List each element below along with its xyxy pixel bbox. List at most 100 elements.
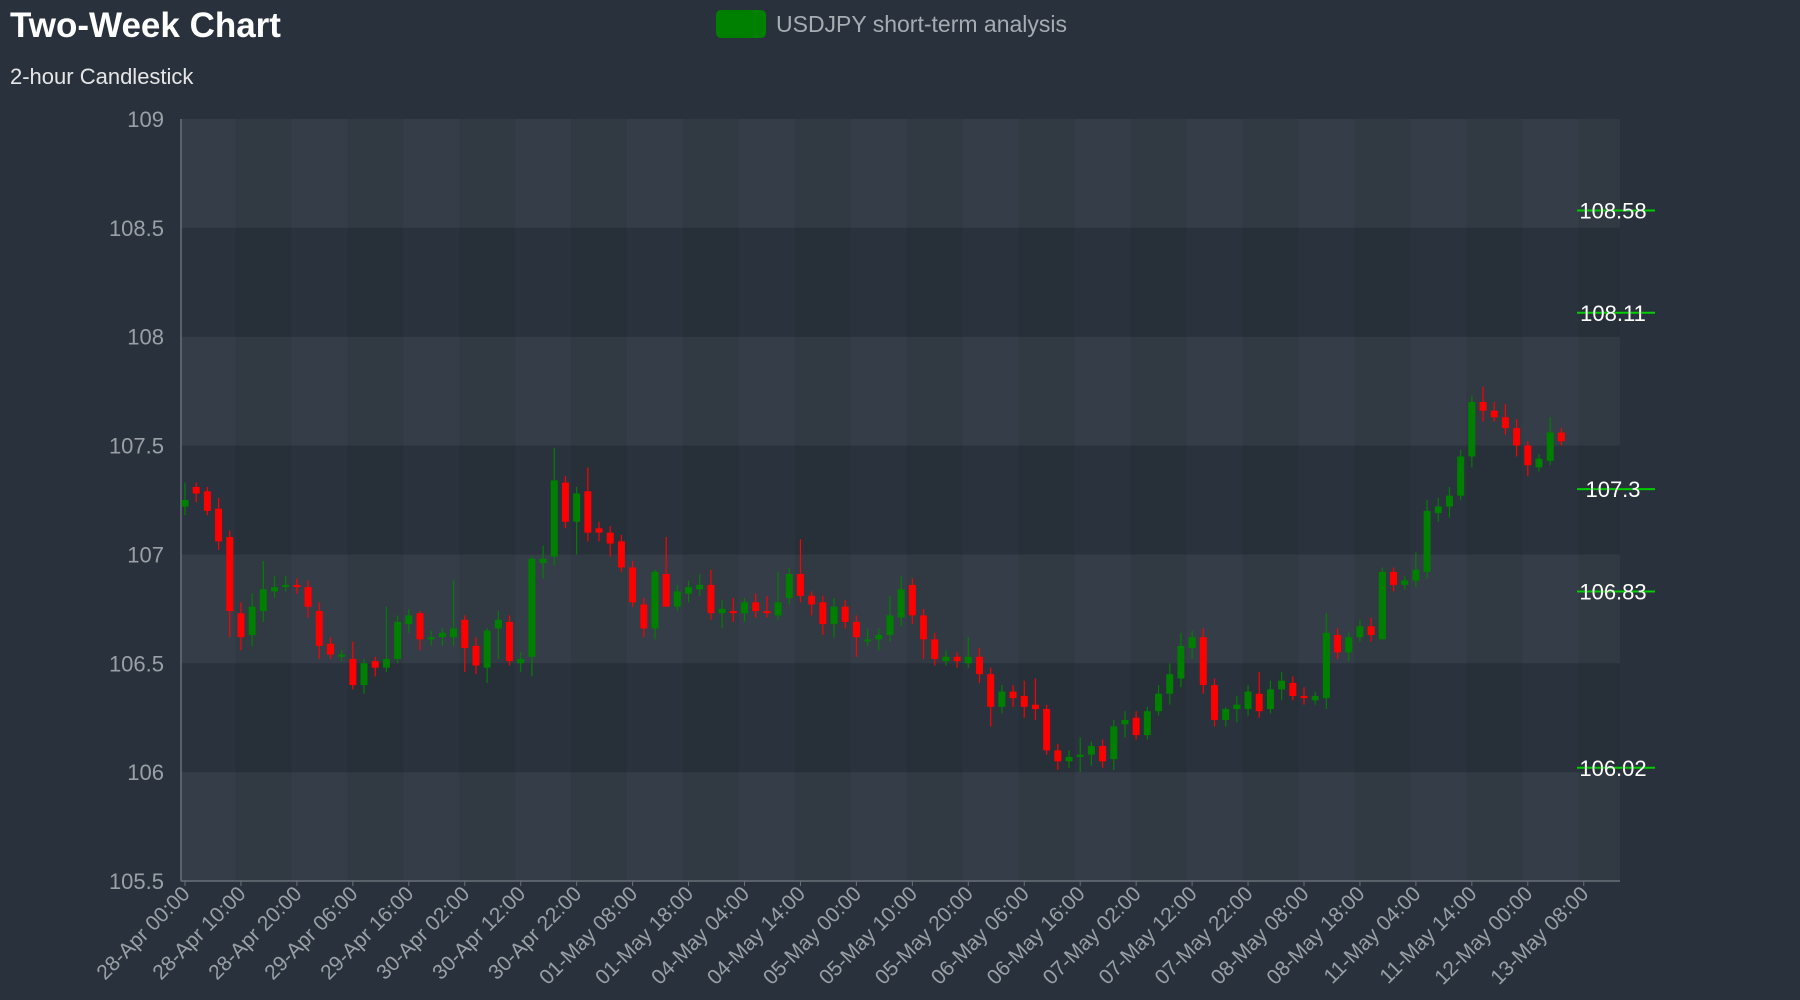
candle-body [696, 584, 704, 590]
candle-body [987, 674, 995, 707]
candle-body [1043, 709, 1051, 751]
x-band [1018, 119, 1075, 881]
chart-title: Two-Week Chart [10, 6, 281, 45]
candle-body [707, 584, 715, 614]
x-band [1578, 119, 1620, 881]
y-tick-label: 107.5 [109, 434, 164, 459]
candle-body [1054, 750, 1062, 762]
candle-body [427, 637, 435, 640]
level-label: 108.11 [1580, 301, 1646, 326]
candle-body [741, 602, 748, 614]
candle-body [729, 611, 737, 614]
candle-body [1412, 569, 1420, 581]
x-tick-label: 06-May 06:00 [927, 882, 1034, 989]
axes [180, 119, 1620, 886]
candle-body [1401, 580, 1409, 585]
candle-body [1334, 634, 1342, 653]
candle-body [931, 639, 939, 659]
candle-body [539, 558, 547, 564]
y-band [181, 663, 1620, 773]
x-band [235, 119, 292, 881]
x-tick-label: 07-May 02:00 [1039, 882, 1146, 989]
x-tick-label: 11-May 14:00 [1375, 882, 1481, 988]
candle-body [920, 615, 928, 640]
level-label: 107.3 [1585, 477, 1640, 502]
candle-body [785, 574, 793, 598]
legend[interactable]: USDJPY short-term analysis [716, 10, 1067, 38]
x-tick-label: 05-May 00:00 [759, 882, 866, 989]
candle-body [494, 619, 502, 629]
candle-body [1199, 637, 1207, 686]
candle-body [830, 606, 838, 625]
candles [181, 386, 1565, 773]
y-axis-labels: 105.5 106 106.5 107 107.5 108 108.5 109 [109, 107, 164, 894]
x-band [1354, 119, 1411, 881]
candle-body [1390, 571, 1398, 585]
x-tick-label: 01-May 18:00 [591, 882, 698, 989]
x-tick-label: 11-May 04:00 [1319, 882, 1425, 988]
candle-body [1378, 571, 1386, 640]
candle-body [1345, 637, 1353, 653]
candle-body [841, 606, 849, 622]
candle-body [1132, 717, 1140, 736]
x-tick-label: 01-May 08:00 [535, 882, 642, 989]
y-tick-label: 109 [127, 107, 164, 132]
x-band [459, 119, 516, 881]
candle-body [226, 537, 234, 612]
candle-body [360, 663, 368, 686]
candle-body [640, 604, 648, 629]
candle-body [528, 558, 536, 657]
chart-subtitle: 2-hour Candlestick [10, 64, 194, 89]
candle-body [293, 584, 301, 588]
candle-body [1166, 674, 1174, 694]
candle-body [1188, 637, 1196, 649]
candle-body [1031, 704, 1039, 710]
candle-body [1076, 754, 1084, 757]
y-tick-label: 108 [127, 325, 164, 350]
candle-body [819, 602, 827, 625]
x-tick-label: 05-May 10:00 [815, 882, 922, 989]
candle-body [438, 632, 446, 638]
candle-body [450, 628, 458, 638]
candle-body [304, 587, 312, 607]
candle-body [506, 621, 514, 662]
candle-body [561, 482, 569, 522]
candle-body [629, 567, 637, 603]
x-tick-label: 12-May 00:00 [1430, 882, 1537, 989]
candle-body [1009, 691, 1017, 699]
y-tick-label: 107 [127, 542, 164, 567]
level-label: 106.83 [1579, 579, 1646, 604]
candle-body [349, 658, 357, 686]
candle-body [953, 656, 961, 662]
x-band [682, 119, 739, 881]
y-tick-label: 106 [127, 760, 164, 785]
candle-body [1434, 506, 1442, 514]
candle-body [886, 615, 894, 635]
candle-body [1356, 626, 1364, 638]
candle-body [1155, 693, 1163, 712]
candle-body [1479, 402, 1487, 411]
candle-body [1468, 402, 1476, 457]
candle-body [203, 491, 211, 511]
candle-body [1490, 410, 1498, 418]
candle-body [315, 611, 323, 646]
candle-body [1099, 746, 1107, 762]
candle-body [573, 493, 581, 522]
candle-body [1278, 680, 1286, 690]
candle-body [718, 608, 726, 614]
candle-body [584, 491, 592, 533]
candle-body [1367, 626, 1375, 635]
y-tick-label: 108.5 [109, 216, 164, 241]
x-band [906, 119, 963, 881]
candle-body [1513, 428, 1521, 446]
candle-body [752, 602, 760, 612]
candle-body [808, 595, 816, 605]
candle-body [685, 587, 693, 594]
candle-body [606, 532, 614, 544]
y-tick-label: 105.5 [109, 869, 164, 894]
candle-body [248, 606, 256, 635]
candle-body [908, 584, 916, 616]
candle-body [1065, 756, 1073, 762]
